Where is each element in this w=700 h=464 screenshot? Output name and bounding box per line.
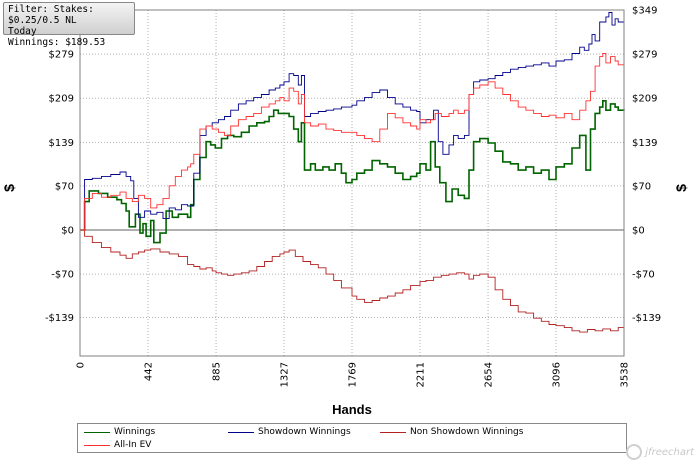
watermark: jfreechart bbox=[626, 444, 694, 460]
legend-label-allin-ev: All-In EV bbox=[114, 440, 152, 450]
series-line-non-showdown-winnings bbox=[80, 229, 624, 333]
legend-label-non-showdown: Non Showdown Winnings bbox=[410, 427, 524, 437]
legend-label-showdown: Showdown Winnings bbox=[258, 427, 351, 437]
filter-date-text: Today bbox=[8, 26, 37, 37]
filter-info-box: Filter: Stakes: $0.25/0.5 NL Today Winni… bbox=[3, 2, 135, 48]
y-tick-label-right-6: $279 bbox=[632, 50, 657, 61]
legend-entry-non-showdown: Non Showdown Winnings bbox=[380, 427, 523, 437]
y-tick-label-right-2: $0 bbox=[632, 225, 645, 236]
watermark-text: jfreechart bbox=[645, 446, 694, 458]
y-axis-title-right: $ bbox=[673, 184, 689, 192]
legend-entry-showdown: Showdown Winnings bbox=[228, 427, 351, 437]
x-tick-label-1: 442 bbox=[143, 362, 154, 381]
y-tick-label-left-1: -$70 bbox=[51, 270, 74, 281]
x-tick-label-8: 3538 bbox=[620, 362, 631, 387]
y-tick-label-left-3: $70 bbox=[55, 181, 74, 192]
tick-labels: 0 442 885 1327 1769 2211 2654 3096 3538 -$139 -$13… bbox=[45, 6, 661, 388]
legend-swatch-allin-ev bbox=[84, 444, 110, 446]
y-tick-label-left-4: $139 bbox=[49, 138, 74, 149]
y-tick-label-left-0: -$139 bbox=[45, 313, 74, 324]
x-axis-title: Hands bbox=[332, 402, 372, 417]
legend-entry-winnings: Winnings bbox=[84, 427, 155, 437]
y-tick-label-left-6: $279 bbox=[49, 50, 74, 61]
y-axis-title-left: $ bbox=[1, 184, 17, 192]
y-tick-label-right-5: $209 bbox=[632, 94, 657, 105]
legend-swatch-winnings bbox=[84, 431, 110, 433]
legend-swatch-non-showdown bbox=[380, 431, 406, 433]
y-tick-label-right-4: $139 bbox=[632, 138, 657, 149]
y-tick-label-right-1: -$70 bbox=[632, 270, 655, 281]
y-tick-label-left-5: $209 bbox=[49, 94, 74, 105]
x-tick-label-4: 1769 bbox=[348, 362, 359, 387]
series-line-all-in-ev bbox=[80, 53, 625, 231]
plot-border bbox=[79, 9, 625, 357]
y-tick-label-left-2: $0 bbox=[61, 225, 74, 236]
legend-label-winnings: Winnings bbox=[114, 427, 156, 437]
x-tick-label-0: 0 bbox=[76, 362, 87, 368]
series-lines bbox=[80, 12, 625, 333]
jfreechart-logo-icon bbox=[626, 444, 643, 460]
y-tick-label-right-0: -$139 bbox=[632, 313, 661, 324]
x-tick-label-7: 3096 bbox=[552, 362, 563, 387]
filter-winnings-text: Winnings: $189.53 bbox=[8, 37, 106, 48]
legend-swatch-showdown bbox=[228, 431, 254, 433]
legend-entry-allin-ev: All-In EV bbox=[84, 440, 151, 450]
x-tick-label-5: 2211 bbox=[415, 362, 426, 387]
x-tick-label-6: 2654 bbox=[484, 362, 495, 387]
filter-stakes-text: Filter: Stakes: $0.25/0.5 NL bbox=[8, 4, 94, 26]
y-tick-label-right-7: $349 bbox=[632, 6, 657, 17]
series-line-winnings bbox=[80, 100, 625, 244]
y-tick-label-right-3: $70 bbox=[632, 181, 651, 192]
x-tick-label-2: 885 bbox=[212, 362, 223, 381]
x-tick-label-3: 1327 bbox=[280, 362, 291, 387]
legend: Winnings Showdown Winnings Non Showdown … bbox=[77, 423, 627, 453]
series-line-showdown-winnings bbox=[80, 12, 624, 231]
